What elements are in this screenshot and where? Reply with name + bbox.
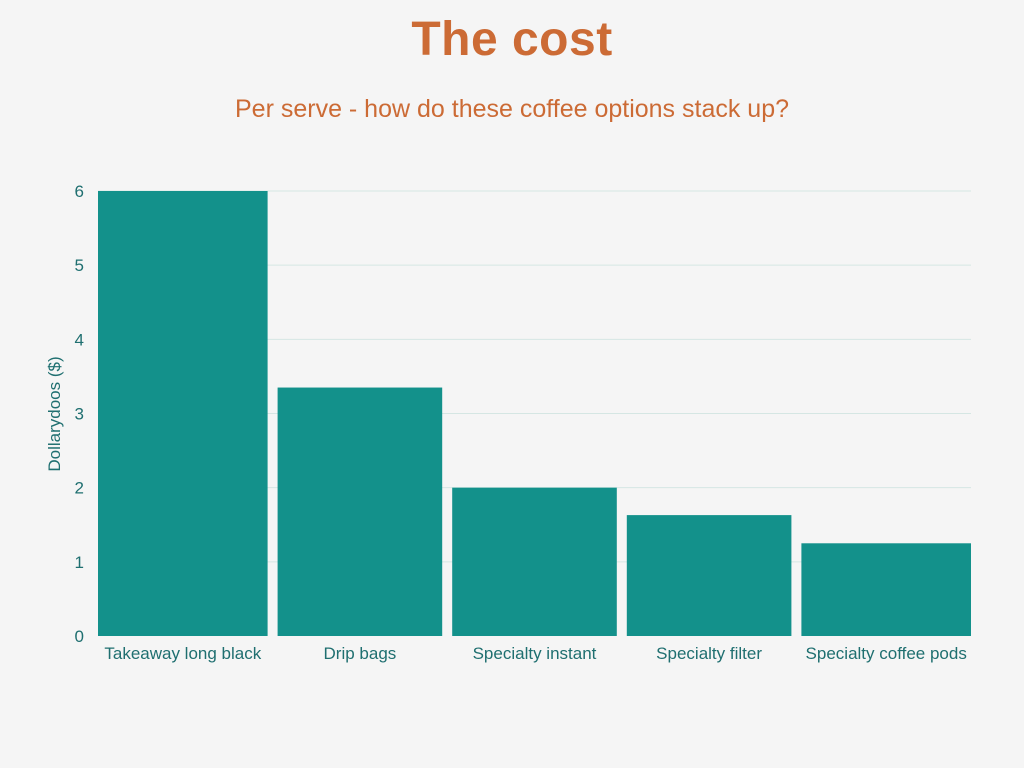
bar-specialty-coffee-pods [801,543,971,636]
y-tick-label: 5 [75,256,84,275]
y-tick-label: 0 [75,627,84,646]
y-tick-label: 6 [75,182,84,201]
y-tick-label: 4 [75,330,84,349]
y-tick-label: 2 [75,479,84,498]
x-category-labels: Takeaway long black Drip bags Specialty in… [104,644,966,663]
x-category-label: Drip bags [324,644,397,663]
bars [98,191,971,636]
x-category-label: Takeaway long black [104,644,261,663]
x-category-label: Specialty coffee pods [806,644,967,663]
y-tick-label: 1 [75,553,84,572]
y-tick-label: 3 [75,405,84,424]
y-axis-title: Dollarydoos ($) [45,356,64,471]
x-category-label: Specialty instant [473,644,597,663]
y-tick-labels: 0 1 2 3 4 5 6 [75,182,84,646]
bar-drip-bags [277,387,443,636]
chart-subtitle: Per serve - how do these coffee options … [234,95,790,123]
bar-takeaway-long-black [98,191,268,636]
x-category-label: Specialty filter [656,644,762,663]
chart-title: The cost [411,13,613,66]
bar-specialty-instant [452,487,617,636]
bar-specialty-filter [626,515,792,636]
